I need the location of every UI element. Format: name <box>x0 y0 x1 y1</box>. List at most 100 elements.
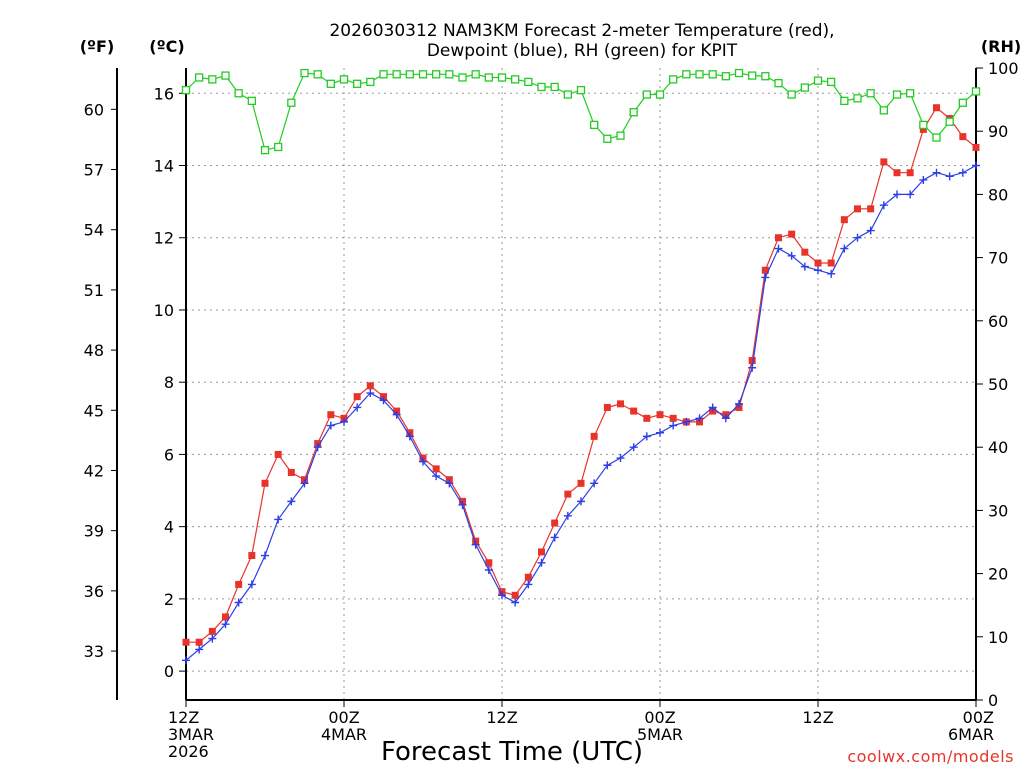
temperature-point <box>761 266 769 274</box>
rh-point <box>313 70 322 79</box>
rh-point <box>734 68 744 78</box>
rh-point <box>971 87 981 96</box>
rh-point <box>326 79 335 88</box>
dewpoint-point <box>234 598 243 607</box>
rh-point <box>958 98 967 107</box>
temperature-point <box>630 407 638 415</box>
rh-point <box>695 70 704 79</box>
temperature-point <box>261 479 269 487</box>
rh-tick-label: 50 <box>988 375 1008 394</box>
temperature-point <box>564 490 572 498</box>
fahrenheit-tick-label: 51 <box>84 281 104 300</box>
dewpoint-point <box>800 262 809 271</box>
celsius-tick-label: 14 <box>154 157 174 176</box>
dewpoint-point <box>590 479 599 488</box>
rh-point <box>300 68 309 78</box>
temperature-point <box>603 403 611 411</box>
rh-point <box>563 90 572 99</box>
dewpoint-point <box>603 461 612 470</box>
temperature-point <box>235 580 243 588</box>
rh-point <box>221 71 230 80</box>
rh-point <box>616 131 625 140</box>
rh-tick-label: 40 <box>988 438 1008 457</box>
time-tick-label: 4MAR <box>321 725 367 744</box>
dewpoint-point <box>353 403 362 412</box>
chart-title-line2: Dewpoint (blue), RH (green) for KPIT <box>427 41 738 61</box>
dewpoint-point <box>682 417 691 426</box>
rh-tick-label: 30 <box>988 501 1008 520</box>
fahrenheit-tick-label: 54 <box>84 221 104 240</box>
dewpoint-point <box>182 656 190 665</box>
temperature-point <box>801 248 809 256</box>
rh-point <box>432 70 441 79</box>
temperature-point <box>366 382 374 390</box>
dewpoint-point <box>656 428 664 437</box>
celsius-tick-label: 10 <box>154 301 174 320</box>
fahrenheit-tick-label: 48 <box>84 341 104 360</box>
dewpoint-point <box>379 396 388 405</box>
fahrenheit-tick-label: 60 <box>84 100 104 119</box>
temperature-point <box>827 259 835 267</box>
rh-tick-label: 0 <box>988 691 998 710</box>
rh-point <box>511 75 520 84</box>
rh-point <box>445 70 454 79</box>
dewpoint-point <box>326 421 335 430</box>
credit-text: coolwx.com/models <box>847 747 1014 766</box>
rh-unit-label: (RH) <box>981 37 1021 56</box>
dewpoint-point <box>498 591 506 600</box>
rh-point <box>919 120 928 130</box>
fahrenheit-unit-label: (ºF) <box>80 37 115 56</box>
time-tick-label: 2026 <box>168 742 209 761</box>
rh-line <box>185 72 977 151</box>
temperature-point <box>748 357 756 365</box>
temperature-point <box>538 548 545 556</box>
dewpoint-point <box>471 540 480 549</box>
dewpoint-point <box>563 511 572 520</box>
temperature-point <box>840 216 848 224</box>
dewpoint-point <box>550 533 559 542</box>
dewpoint-point <box>906 190 915 199</box>
rh-point <box>379 70 388 79</box>
dewpoint-point <box>669 421 678 430</box>
temperature-point <box>287 468 295 476</box>
dewpoint-point <box>840 244 849 253</box>
temperature-point <box>906 169 914 177</box>
dewpoint-point <box>695 414 704 423</box>
dewpoint-point <box>774 244 783 253</box>
dewpoint-point <box>405 432 414 441</box>
dewpoint-point <box>300 479 309 488</box>
time-tick-label: 00Z <box>963 708 994 727</box>
temperature-point <box>577 479 585 487</box>
rh-point <box>524 77 533 87</box>
temperature-point <box>511 591 519 599</box>
time-tick-label: 5MAR <box>637 725 683 744</box>
rh-point <box>247 96 256 106</box>
rh-point <box>458 73 467 82</box>
axes <box>116 68 977 701</box>
temperature-point <box>327 411 335 419</box>
time-tick-label: 12Z <box>168 708 199 727</box>
rh-point <box>471 70 480 79</box>
rh-point <box>800 83 809 92</box>
dewpoint-point <box>247 580 256 589</box>
rh-point <box>484 73 493 82</box>
dewpoint-point <box>340 417 348 426</box>
dewpoint-point <box>708 403 717 412</box>
dewpoint-point <box>195 645 204 654</box>
gridlines <box>186 68 976 700</box>
rh-point <box>629 108 638 117</box>
temperature-point <box>893 169 901 177</box>
rh-tick-label: 100 <box>988 59 1019 78</box>
dewpoint-point <box>919 175 928 184</box>
celsius-tick-label: 4 <box>164 518 174 537</box>
temperature-point <box>248 552 256 560</box>
temperature-point <box>814 259 822 267</box>
temperature-point <box>590 432 598 440</box>
dewpoint-point <box>366 389 375 398</box>
dewpoint-point <box>274 515 283 524</box>
dewpoint-point <box>511 598 520 607</box>
rh-point <box>761 72 770 81</box>
dewpoint-point <box>484 565 493 574</box>
celsius-tick-label: 12 <box>154 229 174 248</box>
